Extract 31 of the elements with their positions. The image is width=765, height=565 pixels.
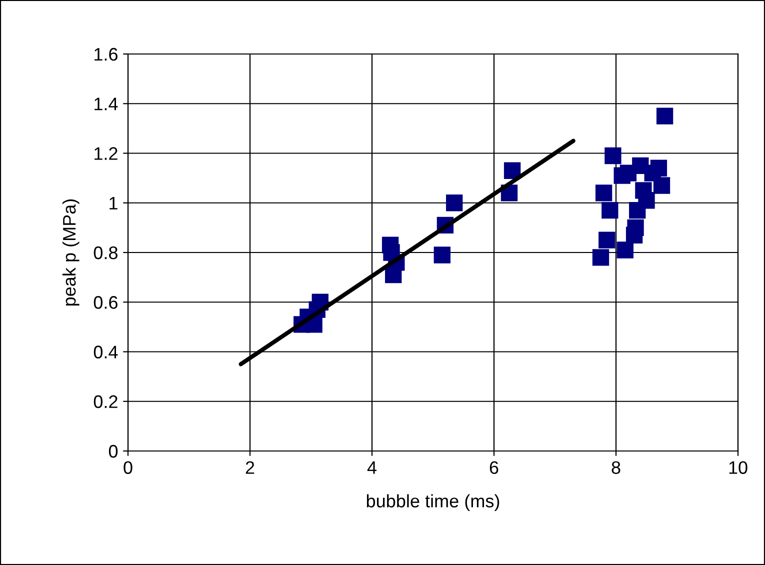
y-tick-label: 0.6 (94, 296, 118, 309)
y-tick-label: 1 (110, 196, 118, 210)
point (638, 192, 655, 209)
x-tick-label: 10 (729, 461, 748, 474)
x-tick-label: 4 (367, 461, 376, 474)
point (598, 232, 616, 248)
point (627, 219, 644, 236)
point (650, 160, 668, 176)
point (434, 246, 450, 264)
x-tick-label: 0 (124, 461, 132, 474)
point (602, 202, 618, 219)
point (504, 162, 521, 179)
y-tick-label: 1.2 (94, 147, 118, 160)
point (656, 108, 674, 124)
point (616, 242, 634, 258)
x-tick-label: 6 (490, 461, 498, 474)
y-tick-label: 0.2 (94, 395, 118, 408)
point (446, 194, 463, 212)
x-axis-title: bubble time (ms) (366, 494, 500, 512)
y-tick-label: 0 (108, 444, 118, 458)
y-tick-label: 0.4 (94, 346, 118, 358)
point (595, 184, 612, 202)
y-tick-label: 1.4 (94, 98, 118, 110)
point (604, 147, 622, 164)
y-axis-title: peak p (MPa) (62, 199, 80, 306)
y-tick-label: 0.8 (94, 246, 118, 260)
point (653, 177, 670, 194)
y-tick-label: 1.6 (94, 48, 118, 61)
x-tick-label: 2 (246, 461, 254, 474)
point (592, 249, 610, 266)
x-tick-label: 8 (612, 461, 620, 474)
